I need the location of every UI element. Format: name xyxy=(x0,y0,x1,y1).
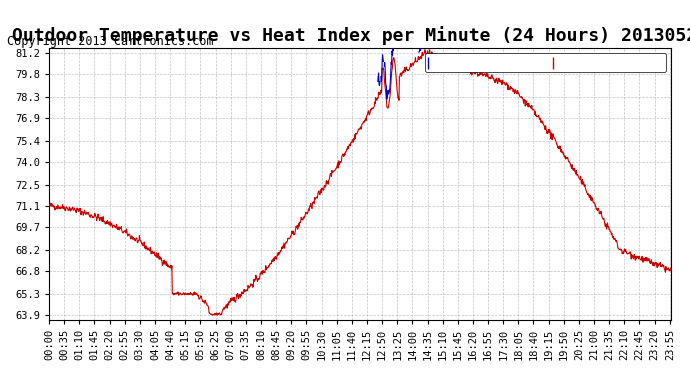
Legend: Heat Index  (°F), Temperature  (°F): Heat Index (°F), Temperature (°F) xyxy=(424,53,667,72)
Title: Outdoor Temperature vs Heat Index per Minute (24 Hours) 20130521: Outdoor Temperature vs Heat Index per Mi… xyxy=(12,26,690,45)
Text: Copyright 2013 Cartronics.com: Copyright 2013 Cartronics.com xyxy=(7,35,213,48)
